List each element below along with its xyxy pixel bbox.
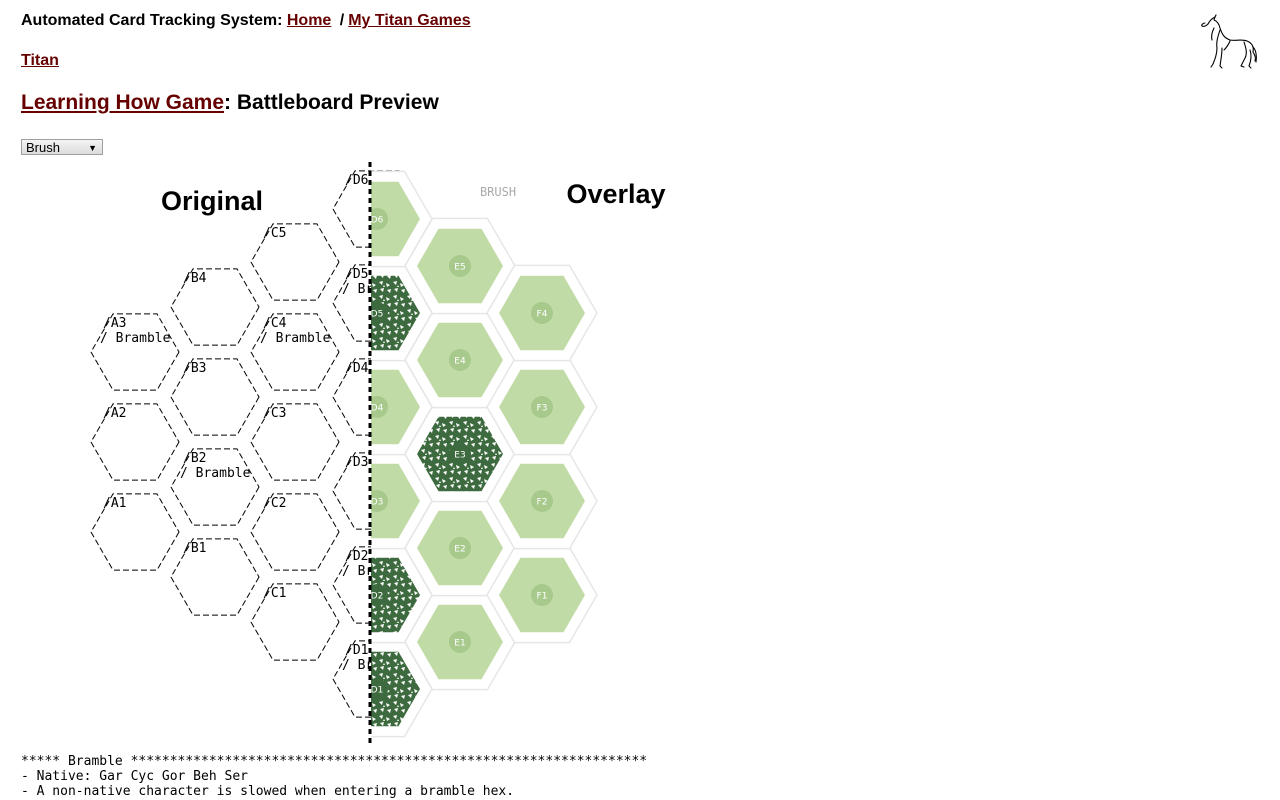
ascii-hex-label: /D6	[345, 173, 368, 188]
overlay-hex-label: D1	[371, 686, 384, 696]
overlay-hex-label: E5	[454, 263, 465, 273]
ascii-hex-label: /D1	[345, 643, 368, 658]
ascii-hex-a3: /A3/ Bramble	[90, 313, 180, 391]
breadcrumb-home-link[interactable]: Home	[286, 12, 332, 29]
ascii-hex-grid: /A1/A2/A3/ Bramble/B1/B2/ Bramble/B3/B4/…	[90, 170, 422, 718]
ascii-hex-c3: /C3	[250, 403, 340, 481]
ascii-hex-label: /C3	[263, 406, 286, 421]
overlay-hex-label: F1	[537, 592, 548, 602]
page-title-suffix: : Battleboard Preview	[224, 91, 439, 114]
overlay-hex-d4[interactable]: D4	[322, 358, 433, 456]
overlay-hex-label: D4	[371, 404, 384, 414]
overlay-hex-d6[interactable]: D6	[322, 170, 433, 268]
overlay-hex-f1[interactable]: F1	[486, 546, 598, 644]
overlay-hex-f2[interactable]: F2	[486, 452, 598, 550]
ascii-hex-c1: /C1	[250, 583, 340, 661]
legend-header: ***** Bramble **************************…	[21, 754, 648, 769]
overlay-hex-label: F4	[537, 310, 548, 320]
ascii-hex-label: /D2	[345, 549, 368, 564]
horse-logo-icon	[1201, 14, 1257, 69]
ascii-hex-terrain: / Bramble	[100, 331, 171, 346]
ascii-hex-label: /B4	[183, 271, 207, 286]
terrain-legend: ***** Bramble **************************…	[21, 754, 647, 799]
breadcrumb-my-games-link[interactable]: My Titan Games	[348, 12, 471, 29]
ascii-hex-label: /B2	[183, 451, 206, 466]
ascii-hex-label: /A2	[103, 406, 126, 421]
overlay-terrain-label: BRUSH	[480, 185, 516, 199]
overlay-hex-label: D2	[371, 592, 384, 602]
overlay-hex-e4[interactable]: E4	[404, 311, 516, 409]
overlay-label: Overlay	[566, 179, 665, 209]
ascii-hex-c5: /C5	[250, 223, 340, 301]
ascii-hex-label: /A1	[103, 496, 126, 511]
ascii-hex-c4: /C4/ Bramble	[250, 313, 340, 391]
overlay-hex-e3[interactable]: E3	[404, 405, 516, 503]
overlay-hex-e1[interactable]: E1	[404, 593, 516, 691]
dropdown-arrow-icon: ▼	[88, 143, 97, 153]
overlay-hex-label: F3	[537, 404, 548, 414]
game-link[interactable]: Learning How Game	[21, 91, 225, 114]
page-title: Learning How Game: Battleboard Preview	[21, 91, 439, 115]
overlay-hex-d3[interactable]: D3	[322, 452, 433, 550]
ascii-hex-a2: /A2	[90, 403, 180, 481]
ascii-hex-label: /A3	[103, 316, 126, 331]
overlay-hex-d2[interactable]: D2	[322, 546, 433, 644]
ascii-hex-label: /C4	[263, 316, 287, 331]
titan-link[interactable]: Titan	[21, 52, 59, 69]
overlay-hex-label: D5	[371, 310, 384, 320]
ascii-hex-b4: /B4	[170, 268, 260, 346]
overlay-hex-label: E1	[454, 639, 465, 649]
overlay-hex-label: E3	[454, 451, 465, 461]
ascii-hex-a1: /A1	[90, 493, 180, 571]
overlay-hex-f4[interactable]: F4	[486, 264, 598, 362]
ascii-hex-b2: /B2/ Bramble	[170, 448, 260, 526]
terrain-select-value: Brush	[26, 140, 60, 155]
ascii-hex-label: /D4	[345, 361, 369, 376]
ascii-hex-label: /B1	[183, 541, 206, 556]
overlay-hex-f3[interactable]: F3	[486, 358, 598, 456]
ascii-hex-b1: /B1	[170, 538, 260, 616]
ascii-hex-label: /C2	[263, 496, 286, 511]
overlay-hex-e2[interactable]: E2	[404, 499, 516, 597]
ascii-hex-label: /C5	[263, 226, 286, 241]
breadcrumb-separator: /	[339, 12, 345, 29]
overlay-hex-label: D6	[371, 216, 384, 226]
ascii-hex-label: /C1	[263, 586, 286, 601]
ascii-hex-label: /B3	[183, 361, 206, 376]
ascii-hex-label: /D5	[345, 267, 368, 282]
legend-natives: - Native: Gar Cyc Gor Beh Ser	[21, 769, 248, 784]
ascii-hex-terrain: / Bramble	[260, 331, 331, 346]
ascii-hex-b3: /B3	[170, 358, 260, 436]
ascii-hex-c2: /C2	[250, 493, 340, 571]
ascii-hex-terrain: / Bramble	[180, 466, 251, 481]
overlay-hex-label: D3	[371, 498, 384, 508]
original-label: Original	[161, 186, 263, 216]
overlay-hex-label: E4	[454, 357, 466, 367]
ascii-hex-label: /D3	[345, 455, 368, 470]
legend-description: - A non-native character is slowed when …	[21, 784, 515, 799]
overlay-hex-d1[interactable]: D1	[322, 640, 433, 738]
terrain-select[interactable]: Brush ▼	[21, 139, 103, 155]
overlay-hex-grid: D1 D2 D3 D4 D5 D6 E1 E2 E3 E4 E5 F1 F2 F3 F4	[322, 170, 598, 738]
overlay-hex-label: E2	[454, 545, 465, 555]
overlay-hex-e5[interactable]: E5	[404, 217, 516, 315]
site-header: Automated Card Tracking System: Home / My…	[21, 12, 471, 30]
site-title: Automated Card Tracking System:	[21, 12, 283, 29]
overlay-hex-label: F2	[537, 498, 548, 508]
